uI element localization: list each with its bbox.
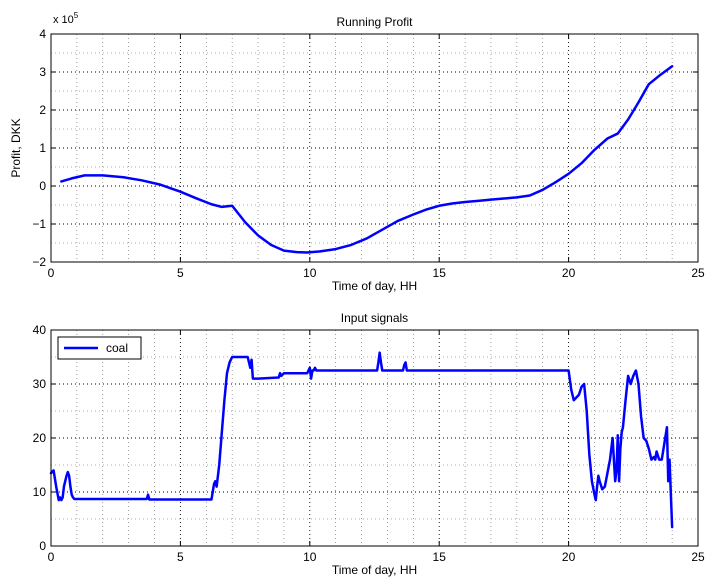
signals-grid	[51, 330, 698, 546]
profit-x-tick-label: 0	[48, 266, 55, 280]
profit-y-tick-label: −1	[32, 217, 46, 231]
signals-legend: coal	[57, 336, 142, 360]
profit-y-tick-label: 3	[39, 65, 46, 79]
signals-y-tick-label: 30	[33, 377, 47, 391]
profit-chart-title: Running Profit	[336, 15, 413, 29]
signals-legend-box	[57, 336, 142, 360]
signals-plot-area	[51, 330, 698, 546]
signals-panel: 0 5 10 15 20 25 0 10 20 30 40 Input signals Time of …	[33, 311, 705, 577]
signals-x-tick-label: 15	[433, 550, 447, 564]
profit-y-axis-label: Profit, DKK	[9, 118, 23, 177]
profit-x-tick-label: 15	[433, 266, 447, 280]
signals-legend-label: coal	[106, 341, 128, 355]
signals-x-tick-label: 0	[48, 550, 55, 564]
signals-x-axis-label: Time of day, HH	[332, 563, 417, 577]
profit-y-tick-label: 2	[39, 103, 46, 117]
profit-y-tick-label: −2	[32, 255, 46, 269]
signals-y-tick-label: 0	[39, 539, 46, 553]
profit-x-tick-label: 20	[562, 266, 576, 280]
signals-y-tick-label: 20	[33, 431, 47, 445]
signals-chart-title: Input signals	[341, 311, 408, 325]
signals-x-tick-label: 25	[691, 550, 705, 564]
profit-y-tick-label: 1	[39, 141, 46, 155]
profit-panel: 0 5 10 15 20 25 −2 −1 0 1 2 3 4 Running Profit Time of…	[9, 11, 705, 293]
profit-x-axis-label: Time of day, HH	[332, 279, 417, 293]
profit-y-exponent-label: x 105	[53, 11, 79, 26]
profit-y-tick-label: 4	[39, 27, 46, 41]
profit-series-line	[60, 65, 674, 254]
profit-x-tick-label: 5	[177, 266, 184, 280]
profit-x-tick-label: 10	[303, 266, 317, 280]
signals-x-tick-label: 20	[562, 550, 576, 564]
signals-series-line-coal	[49, 351, 674, 529]
signals-x-tick-label: 5	[177, 550, 184, 564]
profit-y-tick-label: 0	[39, 179, 46, 193]
profit-x-tick-label: 25	[691, 266, 705, 280]
profit-plot-area	[51, 34, 698, 262]
signals-y-tick-label: 10	[33, 485, 47, 499]
signals-y-tick-label: 40	[33, 323, 47, 337]
signals-x-tick-label: 10	[303, 550, 317, 564]
